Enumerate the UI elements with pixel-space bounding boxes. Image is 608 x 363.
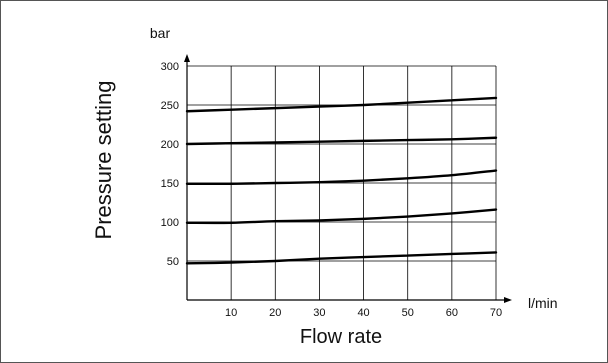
axes: [184, 54, 512, 303]
y-axis-arrow: [184, 54, 190, 62]
series-line-5: [185, 251, 498, 265]
y-tick-label-150: 150: [161, 178, 179, 190]
y-axis-title: Pressure setting: [91, 81, 116, 240]
series-line-1: [185, 96, 498, 113]
x-tick-label-30: 30: [313, 307, 325, 319]
series-line-2: [185, 136, 498, 146]
y-tick-label-250: 250: [161, 100, 179, 112]
x-unit-label: l/min: [528, 295, 558, 311]
y-unit-label: bar: [150, 25, 171, 41]
x-tick-label-20: 20: [269, 307, 281, 319]
y-tick-label-50: 50: [167, 256, 179, 268]
x-tick-label-10: 10: [225, 307, 237, 319]
series: [185, 96, 498, 265]
x-tick-label-40: 40: [357, 307, 369, 319]
x-tick-label-70: 70: [490, 307, 502, 319]
x-axis-title: Flow rate: [300, 326, 382, 348]
y-tick-label-200: 200: [161, 139, 179, 151]
series-line-3: [185, 169, 498, 186]
y-tick-label-300: 300: [161, 61, 179, 73]
x-tick-label-60: 60: [446, 307, 458, 319]
y-tick-label-100: 100: [161, 217, 179, 229]
x-tick-label-50: 50: [402, 307, 414, 319]
x-axis-arrow: [504, 297, 512, 303]
series-line-4: [185, 208, 498, 225]
tick-labels: 10 20 30 40 50 60 70 50 100 150 200 250 300: [161, 61, 502, 319]
